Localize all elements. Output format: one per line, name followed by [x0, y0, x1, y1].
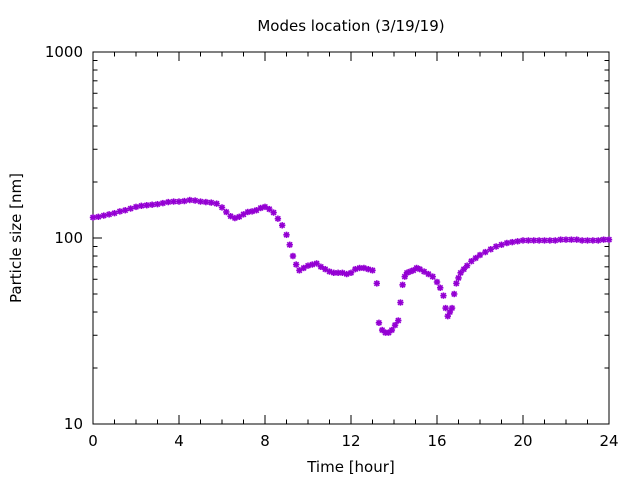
- data-point: [375, 319, 383, 327]
- data-point: [369, 267, 376, 274]
- data-point: [132, 203, 140, 211]
- data-point: [373, 280, 380, 287]
- data-point: [289, 252, 297, 260]
- x-tick-label: 4: [174, 432, 184, 450]
- data-point: [208, 199, 215, 206]
- data-point: [487, 246, 494, 253]
- data-point: [530, 237, 537, 244]
- data-point: [557, 236, 564, 243]
- data-point: [605, 236, 613, 243]
- data-point: [519, 237, 527, 244]
- data-point: [589, 237, 597, 244]
- data-point: [440, 292, 447, 299]
- data-point: [468, 258, 475, 265]
- x-tick-label: 16: [427, 432, 446, 450]
- data-point: [433, 278, 441, 286]
- data-point: [562, 236, 570, 243]
- data-points: [89, 196, 613, 336]
- data-point: [100, 212, 107, 219]
- data-point: [546, 237, 554, 244]
- data-point: [111, 209, 118, 217]
- data-point: [154, 200, 161, 208]
- data-point: [509, 238, 516, 246]
- data-point: [476, 251, 484, 259]
- data-point: [186, 196, 193, 204]
- x-tick-label: 24: [599, 432, 618, 450]
- x-axis-label: Time [hour]: [306, 458, 395, 476]
- data-point: [472, 254, 479, 262]
- data-point: [399, 281, 406, 289]
- data-point: [388, 326, 396, 334]
- data-point: [420, 268, 428, 275]
- data-point: [541, 237, 548, 244]
- data-point: [274, 215, 282, 222]
- y-axis-label: Particle size [nm]: [7, 173, 25, 303]
- data-point: [448, 304, 456, 312]
- data-point: [197, 198, 204, 205]
- data-point: [482, 248, 489, 256]
- data-point: [437, 284, 444, 291]
- data-point: [143, 202, 150, 209]
- data-point: [535, 237, 543, 244]
- data-point: [279, 222, 286, 229]
- data-point: [573, 236, 580, 243]
- data-point: [175, 198, 183, 205]
- y-tick-label: 100: [54, 229, 83, 247]
- data-point: [116, 208, 124, 215]
- data-point: [292, 261, 300, 268]
- data-point: [552, 237, 559, 244]
- data-point: [165, 198, 172, 206]
- data-point: [191, 197, 199, 204]
- data-point: [95, 213, 102, 221]
- x-tick-label: 0: [88, 432, 98, 450]
- data-point: [159, 199, 167, 207]
- data-point: [213, 200, 220, 207]
- data-point: [451, 290, 458, 298]
- y-tick-labels: 10 100 1000: [45, 43, 83, 433]
- x-tick-label: 20: [513, 432, 532, 450]
- data-point: [498, 241, 505, 248]
- data-point: [283, 231, 290, 239]
- data-point: [463, 262, 471, 269]
- data-point: [270, 209, 277, 216]
- data-point: [429, 273, 436, 280]
- chart-title: Modes location (3/19/19): [257, 17, 444, 35]
- data-point: [455, 274, 462, 282]
- data-point: [453, 280, 460, 287]
- data-point: [595, 237, 602, 244]
- data-point: [148, 201, 156, 208]
- y-tick-label: 10: [64, 415, 83, 433]
- data-point: [442, 304, 449, 312]
- y-tick-label: 1000: [45, 43, 83, 61]
- x-tick-labels: 0 4 8 12 16 20 24: [88, 432, 618, 450]
- x-tick-label: 8: [260, 432, 270, 450]
- data-point: [578, 237, 586, 244]
- data-point: [584, 237, 591, 244]
- data-point: [391, 321, 399, 329]
- data-point: [223, 208, 230, 216]
- data-point: [218, 204, 226, 211]
- data-point: [127, 205, 134, 212]
- axis-ticks: [92, 51, 610, 425]
- data-point: [105, 211, 113, 218]
- data-point: [525, 237, 532, 244]
- data-point: [395, 317, 402, 324]
- data-point: [514, 238, 521, 245]
- x-tick-label: 12: [341, 432, 360, 450]
- data-point: [89, 214, 97, 221]
- data-point: [202, 198, 210, 206]
- data-point: [397, 299, 404, 306]
- data-point: [568, 236, 575, 243]
- data-point: [138, 202, 145, 209]
- data-point: [492, 243, 500, 250]
- data-point: [503, 239, 511, 247]
- data-point: [181, 197, 188, 205]
- data-point: [286, 241, 293, 248]
- data-point: [413, 264, 420, 272]
- data-point: [600, 236, 607, 243]
- data-point: [170, 198, 177, 205]
- data-point: [122, 207, 129, 214]
